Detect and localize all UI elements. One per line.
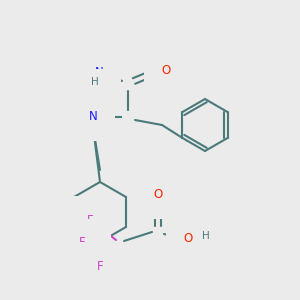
Text: N: N [88, 110, 98, 124]
Text: N: N [94, 65, 103, 79]
Text: O: O [161, 64, 171, 77]
Text: F: F [87, 214, 93, 226]
Text: H: H [91, 57, 99, 67]
Text: H: H [202, 231, 210, 241]
Text: H: H [91, 77, 99, 87]
Text: H: H [99, 102, 107, 112]
Text: O: O [183, 232, 193, 244]
Text: O: O [153, 188, 163, 202]
Text: F: F [79, 236, 85, 250]
Text: F: F [97, 260, 103, 272]
